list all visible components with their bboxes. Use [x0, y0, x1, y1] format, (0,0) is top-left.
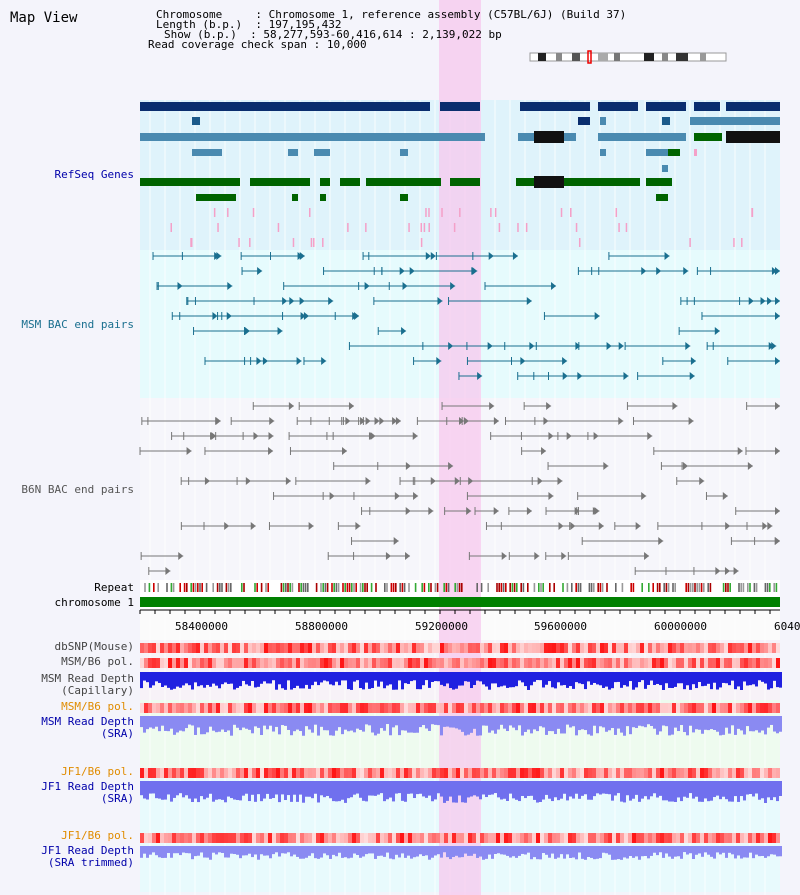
chromosome-value: Chromosome 1, reference assembly (C57BL/… — [268, 8, 627, 21]
coverage-value: 10,000 — [326, 38, 367, 51]
repeat-track[interactable] — [144, 583, 778, 592]
b6n-bac-end-pairs[interactable] — [139, 402, 780, 575]
length-value: 197,195,432 — [268, 18, 342, 31]
chromosome-label: Chromosome — [156, 8, 223, 21]
chromosome-info: Chromosome : Chromosome 1, reference ass… — [148, 8, 627, 51]
tick-label-59600000: 59600000 — [534, 620, 587, 633]
refseq-genes-track[interactable] — [140, 102, 780, 201]
track-label-jf1-depth-trimmed[interactable]: JF1 Read Depth (SRA trimmed) — [0, 845, 134, 869]
vertical-gridlines — [149, 100, 766, 895]
jf1-depth-sra-line1: JF1 Read Depth — [41, 780, 134, 793]
chromosome-bar[interactable] — [140, 597, 780, 607]
show-label: Show (b.p.) — [164, 28, 237, 41]
track-label-msm-depth-sra[interactable]: MSM Read Depth (SRA) — [0, 716, 134, 740]
track-label-jf1-depth-sra[interactable]: JF1 Read Depth (SRA) — [0, 781, 134, 805]
polymorphism-heat-strips[interactable] — [140, 643, 780, 843]
msm-depth-sra-line2: (SRA) — [100, 727, 134, 740]
axis-ticks — [139, 610, 771, 614]
show-value: 58,277,593-60,416,614 : 2,139,022 bp — [263, 28, 502, 41]
jf1-depth-sra-line2: (SRA) — [100, 792, 134, 805]
tick-label-58400000: 58400000 — [175, 620, 228, 633]
jf1-depth-trimmed-line1: JF1 Read Depth — [41, 844, 134, 857]
refseq-minor-features — [170, 208, 754, 247]
msm-depth-capillary-line1: MSM Read Depth — [41, 672, 134, 685]
track-label-repeat[interactable]: Repeat — [94, 581, 134, 594]
track-label-msm-depth-capillary[interactable]: MSM Read Depth (Capillary) — [0, 673, 134, 697]
msm-bac-end-pairs[interactable] — [152, 252, 780, 380]
track-label-msm-bac[interactable]: MSM BAC end pairs — [21, 318, 134, 331]
selection-highlight[interactable] — [439, 0, 481, 895]
track-label-msm-b6-pol[interactable]: MSM/B6 pol. — [61, 655, 134, 668]
tick-label-6040: 6040 — [774, 620, 800, 633]
msm-depth-capillary-line2: (Capillary) — [61, 684, 134, 697]
chromosome-ideogram[interactable] — [529, 50, 727, 64]
track-label-jf1-b6-pol-2[interactable]: JF1/B6 pol. — [61, 829, 134, 842]
track-label-msm-b6-pol-2[interactable]: MSM/B6 pol. — [61, 700, 134, 713]
read-depth-histograms[interactable] — [140, 672, 782, 860]
track-label-b6n-bac[interactable]: B6N BAC end pairs — [21, 483, 134, 496]
ideogram-position-marker — [587, 50, 592, 64]
tick-label-60000000: 60000000 — [654, 620, 707, 633]
track-label-jf1-b6-pol[interactable]: JF1/B6 pol. — [61, 765, 134, 778]
jf1-depth-trimmed-line2: (SRA trimmed) — [47, 856, 134, 869]
track-label-refseq[interactable]: RefSeq Genes — [54, 168, 134, 181]
length-label: Length (b.p.) — [156, 18, 243, 31]
track-label-chromosome: chromosome 1 — [54, 596, 134, 609]
coverage-label: Read coverage check span — [148, 38, 307, 51]
page-title: Map View — [10, 10, 78, 26]
track-label-dbsnp[interactable]: dbSNP(Mouse) — [54, 640, 134, 653]
tick-label-59200000: 59200000 — [415, 620, 468, 633]
msm-depth-sra-line1: MSM Read Depth — [41, 715, 134, 728]
tick-label-58800000: 58800000 — [295, 620, 348, 633]
